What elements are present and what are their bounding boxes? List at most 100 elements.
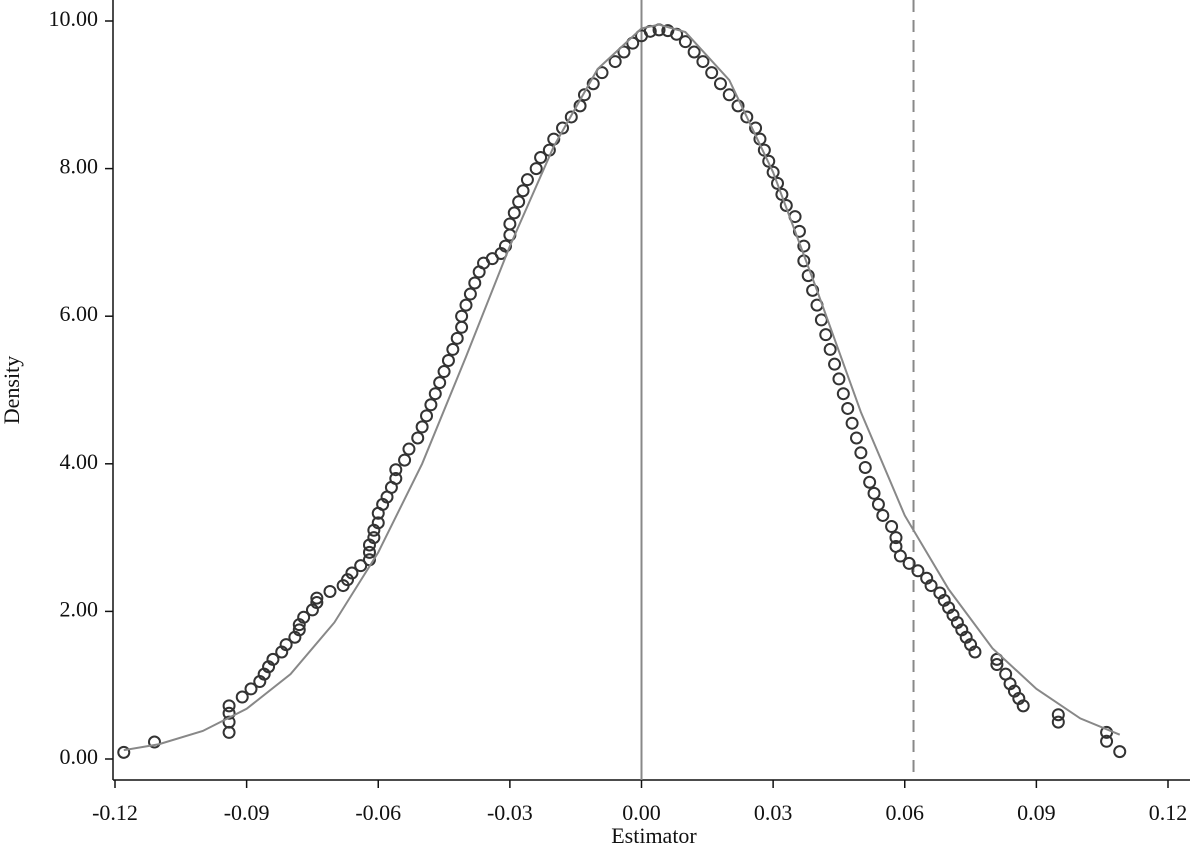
point xyxy=(871,497,885,511)
point xyxy=(1016,699,1030,713)
point xyxy=(459,298,473,312)
point xyxy=(1051,715,1065,729)
point xyxy=(801,269,815,283)
point xyxy=(512,195,526,209)
point xyxy=(990,658,1004,672)
point xyxy=(310,596,324,610)
point xyxy=(411,431,425,445)
point xyxy=(292,623,306,637)
point xyxy=(556,121,570,135)
point xyxy=(968,645,982,659)
point xyxy=(441,353,455,367)
point xyxy=(924,579,938,593)
point xyxy=(463,287,477,301)
y-tick-label: 10.00 xyxy=(49,6,99,31)
point xyxy=(235,690,249,704)
point xyxy=(705,66,719,80)
point xyxy=(779,199,793,212)
y-tick-label: 2.00 xyxy=(60,596,99,621)
point xyxy=(902,556,916,570)
point xyxy=(244,682,258,696)
point xyxy=(534,151,548,165)
point xyxy=(617,45,631,59)
x-axis-label: Estimator xyxy=(611,823,697,848)
point xyxy=(398,453,412,467)
point xyxy=(687,45,701,59)
point xyxy=(450,331,464,345)
point xyxy=(740,110,754,124)
point xyxy=(564,110,578,124)
point xyxy=(371,516,385,530)
point xyxy=(678,35,692,49)
point xyxy=(402,442,416,456)
point xyxy=(520,173,534,187)
point xyxy=(266,652,280,666)
point xyxy=(222,699,236,713)
point xyxy=(766,165,780,179)
point xyxy=(836,387,850,401)
point xyxy=(428,387,442,401)
point xyxy=(867,486,881,500)
point xyxy=(841,401,855,415)
x-tick-label: 0.12 xyxy=(1149,800,1188,825)
point xyxy=(310,591,324,605)
x-tick-label: 0.09 xyxy=(1017,800,1056,825)
y-tick-label: 6.00 xyxy=(60,301,99,326)
point xyxy=(577,88,591,102)
point xyxy=(775,187,789,201)
point xyxy=(876,508,890,522)
point xyxy=(893,549,907,563)
point xyxy=(503,217,517,231)
y-tick-label: 4.00 xyxy=(60,449,99,474)
point xyxy=(762,154,776,168)
point xyxy=(323,584,337,598)
point xyxy=(420,409,434,423)
point xyxy=(415,420,429,434)
point xyxy=(885,520,899,534)
point xyxy=(713,77,727,91)
point xyxy=(854,446,868,460)
point xyxy=(345,566,359,580)
point xyxy=(1100,734,1114,748)
point xyxy=(797,239,811,253)
x-tick-label: -0.06 xyxy=(355,800,401,825)
point xyxy=(437,365,451,379)
point xyxy=(858,460,872,474)
point xyxy=(819,328,833,342)
point xyxy=(354,559,368,573)
point xyxy=(433,376,447,390)
point xyxy=(468,276,482,290)
x-tick-label: -0.12 xyxy=(92,800,138,825)
x-tick-label: 0.06 xyxy=(886,800,925,825)
point xyxy=(367,531,381,545)
y-tick-label: 8.00 xyxy=(60,154,99,179)
x-tick-label: -0.09 xyxy=(224,800,270,825)
y-axis-label: Density xyxy=(0,356,24,424)
x-tick-label: 0.00 xyxy=(622,800,661,825)
point xyxy=(389,472,403,486)
point xyxy=(507,206,521,220)
fit-line xyxy=(123,23,1121,752)
y-tick-label: 0.00 xyxy=(60,744,99,769)
point xyxy=(771,176,785,190)
point xyxy=(832,372,846,386)
point xyxy=(1051,708,1065,722)
point xyxy=(608,55,622,69)
point xyxy=(845,416,859,430)
point xyxy=(696,55,710,69)
point xyxy=(117,745,131,759)
point xyxy=(911,564,925,578)
point xyxy=(498,239,512,253)
point xyxy=(455,309,469,323)
point xyxy=(529,162,543,176)
point xyxy=(455,320,469,334)
x-tick-label: 0.03 xyxy=(754,800,793,825)
point xyxy=(792,224,806,238)
point xyxy=(424,398,438,412)
point xyxy=(806,283,820,297)
point xyxy=(863,475,877,489)
point xyxy=(389,463,403,477)
point xyxy=(828,357,842,371)
point xyxy=(889,531,903,545)
